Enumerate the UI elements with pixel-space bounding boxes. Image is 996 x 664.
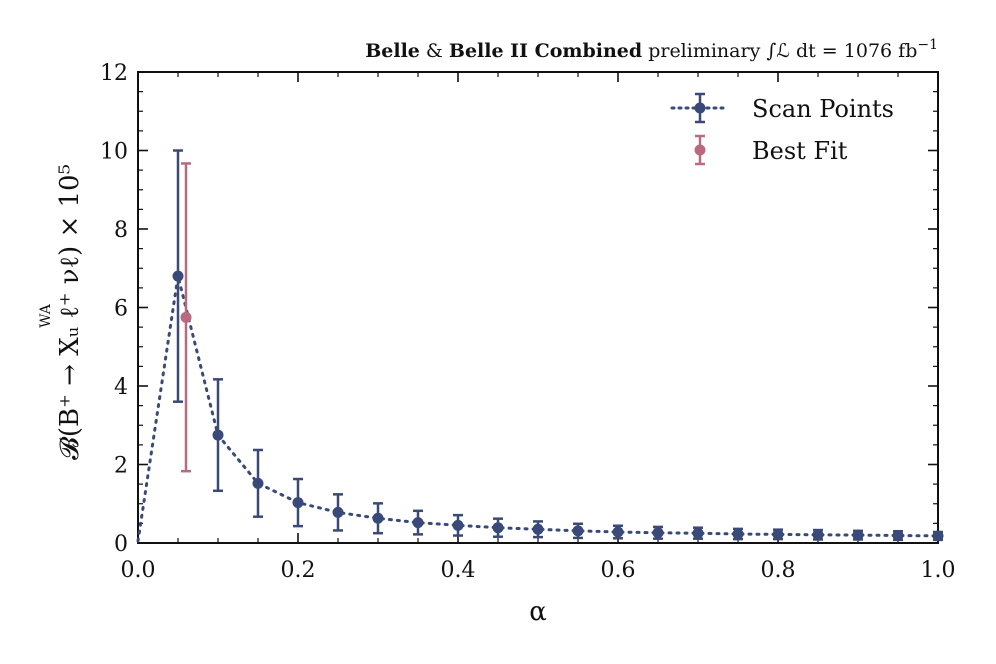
scan-point (612, 526, 624, 538)
luminosity-annotation: Belle & Belle II Combined preliminary ∫ℒ… (365, 37, 938, 62)
legend: Scan Points Best Fit (670, 92, 894, 166)
scan-point (692, 527, 704, 539)
y-tick-label: 0 (114, 532, 128, 557)
x-tick-label: 0.6 (601, 558, 636, 583)
scan-point (812, 529, 824, 541)
best-fit-point (180, 311, 192, 323)
x-tick-label: 1.0 (921, 558, 956, 583)
scan-point (452, 519, 464, 531)
y-tick-label: 4 (114, 375, 128, 400)
legend-scan-label: Scan Points (752, 95, 894, 123)
scan-point (372, 512, 384, 524)
series-layer (136, 149, 944, 543)
scan-point (652, 527, 664, 539)
scan-point (932, 530, 944, 542)
y-tick-label: 2 (114, 454, 128, 479)
y-tick-label: 6 (114, 297, 128, 322)
scan-point (172, 270, 184, 282)
y-axis-label-superscript: WA (38, 303, 54, 328)
scan-point (252, 477, 264, 489)
legend-fit-marker (694, 144, 706, 156)
x-axis-label: α (529, 597, 547, 627)
scan-point (332, 506, 344, 518)
scan-point (852, 529, 864, 541)
x-tick-label: 0.8 (761, 558, 796, 583)
y-tick-label: 12 (100, 61, 128, 86)
legend-fit-label: Best Fit (752, 137, 848, 165)
axis-ticks: 0.0 0.2 0.4 0.6 0.8 1.0 0 2 4 6 8 10 12 (100, 61, 956, 583)
scan-point (212, 429, 224, 441)
scan-points-line (136, 275, 940, 543)
scan-point (532, 523, 544, 535)
scan-point (772, 528, 784, 540)
scan-point (412, 517, 424, 529)
scan-point (492, 522, 504, 534)
x-tick-label: 0.0 (121, 558, 156, 583)
y-tick-label: 8 (114, 218, 128, 243)
y-tick-label: 10 (100, 140, 128, 165)
scan-point (572, 525, 584, 537)
legend-scan-marker (694, 102, 706, 114)
scan-point (892, 530, 904, 542)
y-axis-label: 𝓑(B⁺ → Xᵤ ℓ⁺ νℓ) × 10⁵ (55, 164, 85, 460)
x-tick-label: 0.4 (441, 558, 476, 583)
x-tick-label: 0.2 (281, 558, 316, 583)
scan-point (732, 528, 744, 540)
scan-point (292, 497, 304, 509)
